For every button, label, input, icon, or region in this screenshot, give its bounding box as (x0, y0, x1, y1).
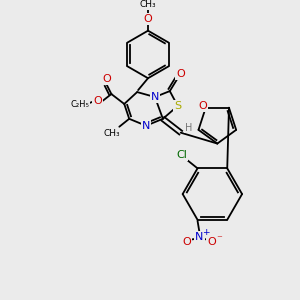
Text: CH₃: CH₃ (103, 129, 120, 138)
Text: H: H (185, 123, 192, 133)
Text: O: O (182, 237, 191, 247)
Text: Cl: Cl (176, 151, 187, 160)
Text: O: O (176, 69, 185, 79)
Text: O: O (93, 96, 102, 106)
Text: O: O (102, 74, 111, 84)
Text: N: N (151, 92, 159, 102)
Text: ⁻: ⁻ (216, 235, 222, 244)
Text: O: O (207, 237, 216, 247)
Text: N: N (142, 121, 150, 131)
Text: +: + (202, 228, 209, 237)
Text: CH₃: CH₃ (140, 0, 156, 9)
Text: O: O (144, 14, 152, 24)
Text: S: S (174, 101, 181, 111)
Text: O: O (198, 101, 207, 111)
Text: C₂H₅: C₂H₅ (70, 100, 89, 109)
Text: N: N (195, 232, 204, 242)
